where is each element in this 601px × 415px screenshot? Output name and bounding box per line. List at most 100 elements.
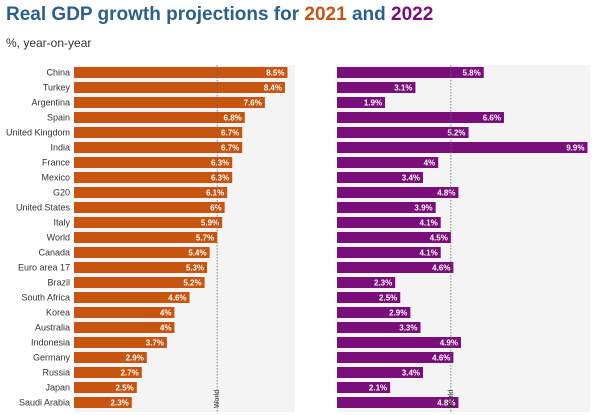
category-label: Turkey: [43, 83, 71, 93]
bar-2021: [74, 337, 167, 348]
bar-2021: [74, 367, 142, 378]
value-label-2021: 5.4%: [188, 249, 206, 258]
bar-2022: [337, 157, 439, 168]
title-year-2021: 2021: [304, 4, 347, 25]
category-label: Indonesia: [31, 338, 70, 348]
chart-subtitle: %, year-on-year: [6, 36, 92, 50]
value-label-2022: 4.6%: [432, 354, 450, 363]
bar-2022: [337, 247, 441, 258]
value-label-2021: 4%: [160, 309, 172, 318]
value-label-2021: 8.4%: [264, 84, 282, 93]
value-label-2022: 4.6%: [432, 264, 450, 273]
value-label-2021: 7.6%: [244, 99, 262, 108]
value-label-2022: 3.4%: [402, 369, 420, 378]
value-label-2022: 5.8%: [463, 69, 481, 78]
category-label: World: [47, 233, 70, 243]
value-label-2021: 5.3%: [186, 264, 204, 273]
bar-2022: [337, 82, 416, 93]
category-label: Italy: [53, 218, 70, 228]
category-label: Korea: [46, 308, 70, 318]
bar-2021: [74, 292, 190, 303]
value-label-2021: 6%: [210, 204, 222, 213]
bar-2021: [74, 262, 208, 273]
value-label-2022: 1.9%: [364, 99, 382, 108]
bar-2021: [74, 217, 223, 228]
category-label: Australia: [35, 323, 70, 333]
bar-2021: [74, 202, 225, 213]
category-label: Spain: [47, 113, 70, 123]
bar-2022: [337, 277, 396, 288]
value-label-2021: 6.1%: [206, 189, 224, 198]
category-label: Russia: [42, 368, 70, 378]
bar-2022: [337, 367, 424, 378]
bar-2022: [337, 202, 436, 213]
category-label: India: [50, 143, 70, 153]
bar-2021: [74, 187, 228, 198]
value-label-2021: 5.9%: [201, 219, 219, 228]
bar-2021: [74, 247, 210, 258]
bar-2022: [337, 97, 386, 108]
bar-2022: [337, 67, 484, 78]
value-label-2022: 4.1%: [419, 219, 437, 228]
bar-2021: [74, 352, 147, 363]
category-label: United States: [16, 203, 71, 213]
bar-2021: [74, 127, 243, 138]
bar-2021: [74, 397, 132, 408]
value-label-2022: 4.9%: [440, 339, 458, 348]
category-label: Canada: [38, 248, 70, 258]
value-label-2022: 2.9%: [389, 309, 407, 318]
value-label-2022: 4.5%: [430, 234, 448, 243]
value-label-2022: 4%: [424, 159, 436, 168]
value-label-2022: 2.3%: [374, 279, 392, 288]
bar-2022: [337, 232, 451, 243]
category-label: South Africa: [21, 293, 70, 303]
value-label-2021: 6.8%: [224, 114, 242, 123]
reference-label-2021: World: [214, 390, 221, 408]
bar-2021: [74, 382, 137, 393]
value-label-2021: 6.7%: [221, 144, 239, 153]
category-label: China: [46, 68, 70, 78]
category-label: Saudi Arabia: [19, 398, 70, 408]
bar-2022: [337, 262, 454, 273]
chart-title: Real GDP growth projections for 2021 and…: [6, 4, 433, 26]
value-label-2022: 3.4%: [402, 174, 420, 183]
value-label-2021: 2.9%: [126, 354, 144, 363]
bar-2022: [337, 127, 469, 138]
bar-2021: [74, 142, 243, 153]
bar-2021: [74, 322, 175, 333]
value-label-2022: 4.1%: [419, 249, 437, 258]
value-label-2022: 3.1%: [394, 84, 412, 93]
value-label-2021: 6.7%: [221, 129, 239, 138]
category-label: Japan: [45, 383, 70, 393]
value-label-2022: 4.8%: [437, 399, 455, 408]
bar-2022: [337, 187, 459, 198]
value-label-2021: 2.7%: [121, 369, 139, 378]
category-label: Germany: [33, 353, 71, 363]
bar-2022: [337, 337, 461, 348]
value-label-2022: 3.3%: [399, 324, 417, 333]
category-label: Euro area 17: [18, 263, 70, 273]
bar-2021: [74, 82, 285, 93]
bar-2021: [74, 232, 218, 243]
reference-label-2022: World: [448, 390, 455, 408]
value-label-2021: 4.6%: [168, 294, 186, 303]
bar-2022: [337, 172, 424, 183]
title-connector: and: [346, 4, 392, 25]
bar-2021: [74, 112, 245, 123]
value-label-2021: 4%: [160, 324, 172, 333]
bar-2021: [74, 157, 233, 168]
value-label-2021: 6.3%: [211, 174, 229, 183]
value-label-2021: 8.5%: [266, 69, 284, 78]
bar-2022: [337, 307, 411, 318]
bar-2021: [74, 277, 205, 288]
bar-2021: [74, 97, 265, 108]
value-label-2021: 3.7%: [146, 339, 164, 348]
title-prefix: Real GDP growth projections for: [6, 4, 305, 25]
bar-2022: [337, 322, 421, 333]
value-label-2022: 5.2%: [447, 129, 465, 138]
value-label-2021: 6.3%: [211, 159, 229, 168]
bar-2022: [337, 397, 459, 408]
bar-2022: [337, 142, 588, 153]
value-label-2022: 9.9%: [566, 144, 584, 153]
